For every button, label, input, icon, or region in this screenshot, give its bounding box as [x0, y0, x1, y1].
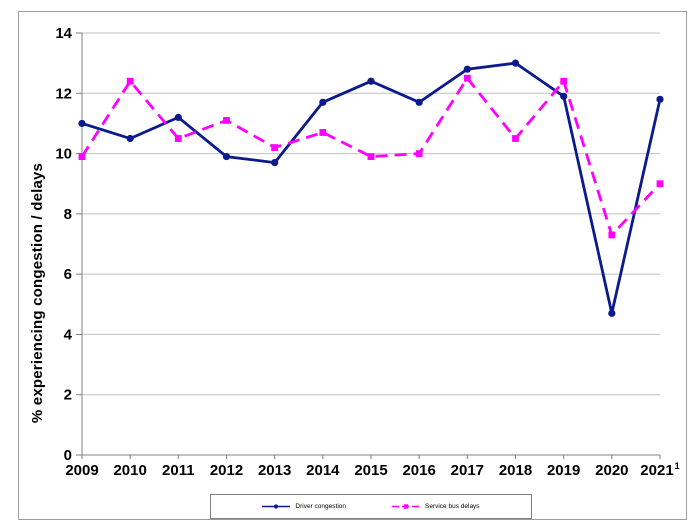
data-point-marker-driver-congestion	[126, 134, 134, 143]
legend-item-service-bus-delays: Service bus delays	[392, 502, 480, 511]
data-point-marker-service-bus-delays	[223, 117, 230, 124]
data-point-marker-service-bus-delays	[367, 153, 375, 160]
data-point-marker-driver-congestion	[656, 95, 664, 103]
series-line-driver-congestion	[81, 61, 662, 314]
data-point-marker-driver-congestion	[560, 92, 568, 100]
data-point-marker-driver-congestion	[511, 59, 520, 67]
data-point-marker-driver-congestion	[608, 309, 616, 317]
data-point-marker-service-bus-delays	[463, 74, 471, 82]
x-tick-label: 20211	[640, 461, 679, 479]
x-tick-label: 2013	[258, 462, 291, 479]
data-point-marker-driver-congestion	[367, 77, 375, 85]
legend-marker	[274, 504, 279, 509]
x-tick-label: 2017	[451, 462, 484, 479]
footnote-superscript: 1	[675, 461, 680, 471]
legend-item-driver-congestion: Driver congestion	[262, 502, 346, 511]
data-point-marker-driver-congestion	[271, 159, 279, 167]
y-tick-label: 0	[64, 447, 72, 464]
x-tick-label: 2011	[162, 462, 195, 479]
y-axis-title: % experiencing congestion / delays	[29, 163, 46, 423]
x-tick-label: 2019	[547, 462, 580, 479]
y-tick-label: 4	[64, 326, 73, 343]
x-tick-label: 2018	[499, 462, 532, 479]
legend-label-service-bus-delays: Service bus delays	[425, 503, 480, 510]
data-point-marker-service-bus-delays	[271, 144, 279, 151]
y-tick-label: 6	[64, 266, 72, 283]
x-tick-label: 2020	[595, 462, 628, 479]
y-tick-label: 12	[55, 85, 72, 102]
x-tick-label: 2015	[354, 462, 387, 479]
legend-label-driver-congestion: Driver congestion	[295, 503, 346, 510]
data-point-marker-service-bus-delays	[608, 231, 616, 239]
data-point-marker-service-bus-delays	[78, 153, 86, 160]
x-tick-label: 2012	[210, 462, 243, 479]
data-point-marker-service-bus-delays	[126, 77, 134, 85]
x-tick-label: 2016	[402, 462, 435, 479]
data-point-marker-driver-congestion	[319, 98, 327, 106]
figure-frame	[18, 11, 687, 520]
legend-marker	[403, 504, 409, 509]
data-point-marker-service-bus-delays	[512, 135, 519, 142]
y-tick-label: 14	[55, 25, 72, 42]
data-point-marker-driver-congestion	[222, 152, 231, 161]
x-tick-label: 2009	[65, 462, 98, 479]
data-point-marker-driver-congestion	[463, 65, 471, 73]
data-point-marker-driver-congestion	[415, 98, 423, 106]
data-point-marker-service-bus-delays	[415, 150, 423, 157]
data-point-marker-driver-congestion	[174, 113, 182, 121]
y-tick-label: 2	[64, 387, 72, 404]
data-point-marker-service-bus-delays	[656, 180, 664, 188]
x-tick-label: 2010	[113, 462, 146, 479]
service-bus-delays-line-sample-icon	[392, 504, 420, 509]
y-tick-label: 8	[64, 206, 72, 223]
data-point-marker-service-bus-delays	[319, 129, 327, 136]
data-point-marker-service-bus-delays	[560, 77, 568, 85]
data-point-marker-driver-congestion	[78, 119, 86, 128]
driver-congestion-line-sample-icon	[262, 504, 291, 509]
legend: Driver congestion Service bus delays	[210, 494, 532, 519]
data-point-marker-service-bus-delays	[174, 135, 182, 142]
y-tick-label: 10	[55, 146, 72, 163]
x-tick-label: 2014	[306, 462, 340, 479]
